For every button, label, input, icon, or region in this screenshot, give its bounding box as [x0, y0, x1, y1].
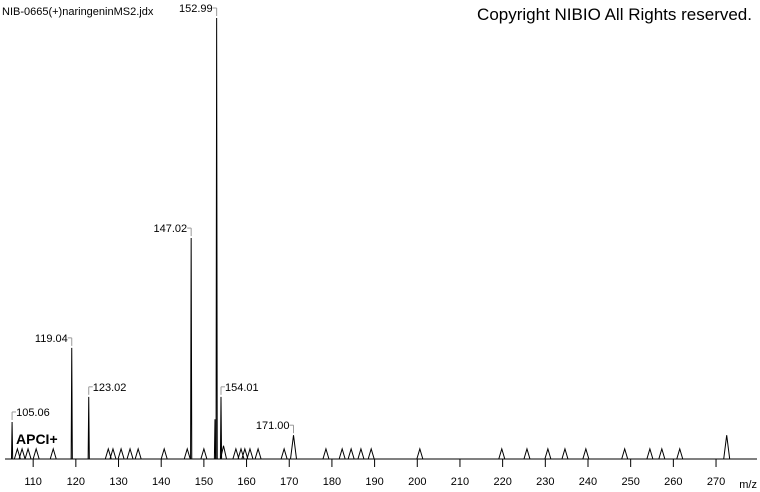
peak — [32, 447, 40, 460]
peak — [416, 447, 424, 460]
x-tick-label: 130 — [109, 476, 127, 488]
peak-label: 154.01 — [225, 382, 259, 394]
peak — [582, 447, 590, 460]
peak — [290, 435, 298, 460]
peak — [646, 447, 654, 460]
peak — [280, 447, 288, 460]
peak — [160, 447, 168, 460]
peak — [621, 447, 629, 460]
x-tick-label: 190 — [365, 476, 383, 488]
peak-label: 123.02 — [93, 382, 127, 394]
peak — [134, 447, 142, 460]
peak-label: 119.04 — [35, 333, 68, 345]
chart-title: NIB-0665(+)naringeninMS2.jdx — [2, 6, 154, 18]
x-tick-label: 160 — [237, 476, 255, 488]
peak — [13, 447, 21, 460]
peak — [322, 447, 330, 460]
peak — [109, 447, 117, 460]
copyright: Copyright NIBIO All Rights reserved. — [477, 5, 752, 24]
x-tick-label: 120 — [67, 476, 85, 488]
peak — [49, 447, 57, 460]
peak — [126, 447, 134, 460]
peak — [367, 447, 375, 460]
x-tick-label: 110 — [24, 476, 42, 488]
peak — [87, 396, 90, 460]
peak-label: 105.06 — [16, 407, 50, 419]
peak — [658, 447, 666, 460]
x-tick-label: 170 — [280, 476, 298, 488]
peak — [347, 447, 355, 460]
peak — [219, 396, 223, 460]
peak — [246, 447, 254, 460]
peak — [676, 447, 684, 460]
peak-label: 152.99 — [179, 3, 213, 15]
x-axis-label: m/z — [739, 479, 757, 491]
x-tick-label: 200 — [408, 476, 426, 488]
peak — [220, 445, 228, 460]
peak — [498, 447, 506, 460]
x-tick-label: 240 — [579, 476, 597, 488]
peak — [232, 447, 240, 460]
x-tick-label: 230 — [536, 476, 554, 488]
peak — [190, 238, 193, 460]
peak — [213, 419, 217, 460]
peak-label: 147.02 — [154, 223, 188, 235]
peak — [523, 447, 531, 460]
x-tick-label: 180 — [323, 476, 341, 488]
peak — [215, 17, 218, 460]
peak — [241, 447, 249, 460]
x-tick-label: 250 — [621, 476, 639, 488]
peak — [104, 447, 112, 460]
peak — [10, 421, 14, 460]
peak — [544, 447, 552, 460]
peak — [338, 447, 346, 460]
peak — [200, 447, 208, 460]
x-tick-label: 260 — [664, 476, 682, 488]
peak — [183, 447, 191, 460]
peak — [18, 447, 26, 460]
peak — [357, 447, 365, 460]
peak — [254, 447, 262, 460]
peak — [723, 435, 731, 460]
peak — [561, 447, 569, 460]
peak-label: 171.00 — [256, 420, 290, 432]
x-tick-label: 270 — [707, 476, 725, 488]
peak — [117, 447, 125, 460]
peak — [70, 347, 73, 460]
annotation: APCI+ — [16, 431, 58, 447]
x-tick-label: 220 — [493, 476, 511, 488]
x-tick-label: 150 — [195, 476, 213, 488]
peak — [24, 447, 32, 460]
x-tick-label: 210 — [451, 476, 469, 488]
x-tick-label: 140 — [152, 476, 170, 488]
